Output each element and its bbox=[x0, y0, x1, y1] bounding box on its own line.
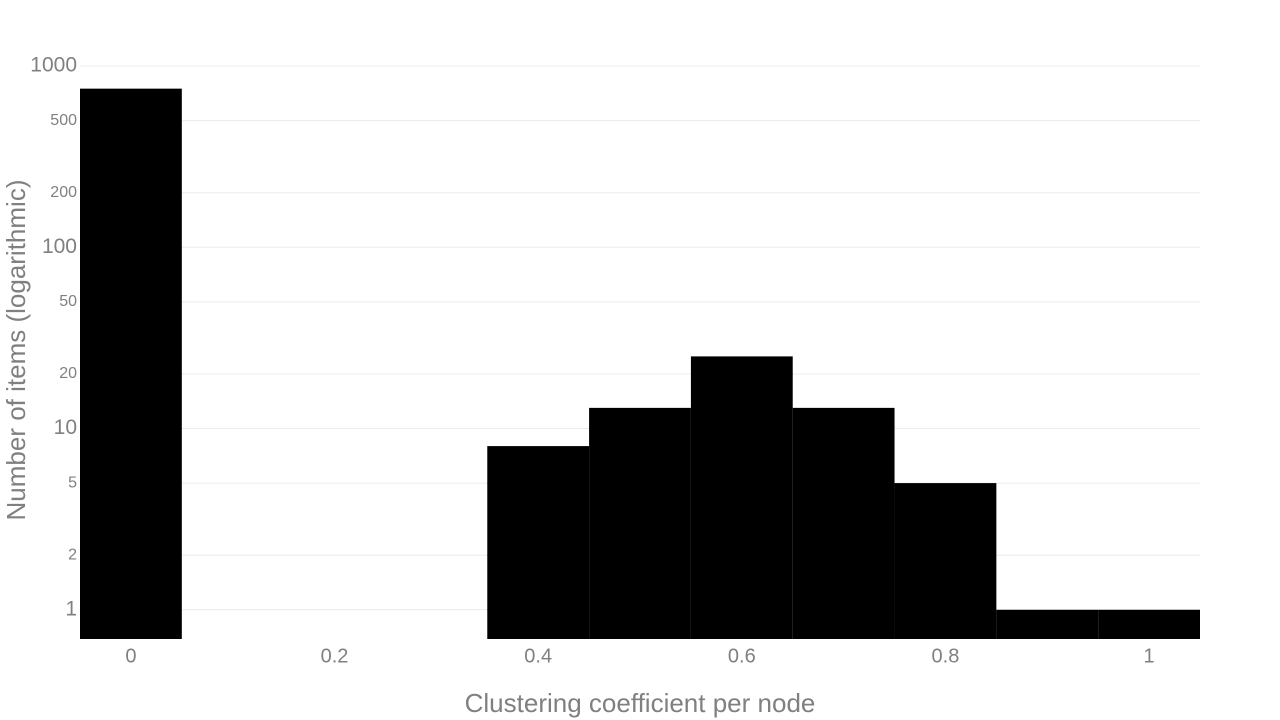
x-tick-label: 0.6 bbox=[728, 645, 756, 667]
x-tick-label: 0.2 bbox=[321, 645, 349, 667]
y-tick-label: 1 bbox=[65, 597, 77, 620]
y-tick-label: 1000 bbox=[30, 54, 77, 77]
y-tick-label: 5 bbox=[68, 474, 77, 491]
y-tick-label: 200 bbox=[50, 184, 77, 201]
bar bbox=[589, 407, 691, 639]
y-tick-label: 20 bbox=[59, 365, 77, 382]
y-axis-title: Number of items (logarithmic) bbox=[1, 180, 31, 521]
bar bbox=[792, 407, 895, 639]
y-tick-label: 2 bbox=[68, 546, 77, 563]
y-tick-label: 10 bbox=[54, 416, 77, 439]
y-tick-label: 500 bbox=[50, 112, 77, 129]
bar bbox=[1098, 609, 1200, 639]
bar bbox=[690, 356, 793, 639]
bar bbox=[80, 88, 182, 639]
y-tick-label: 50 bbox=[59, 293, 77, 310]
x-axis-title: Clustering coefficient per node bbox=[465, 688, 816, 718]
x-tick-label: 0.4 bbox=[524, 645, 552, 667]
x-tick-label: 0.8 bbox=[932, 645, 960, 667]
bar bbox=[996, 609, 1099, 639]
x-tick-label: 1 bbox=[1144, 645, 1155, 667]
x-tick-label: 0 bbox=[125, 645, 136, 667]
bar bbox=[894, 483, 997, 639]
y-tick-label: 100 bbox=[42, 235, 77, 258]
bar bbox=[487, 446, 590, 639]
